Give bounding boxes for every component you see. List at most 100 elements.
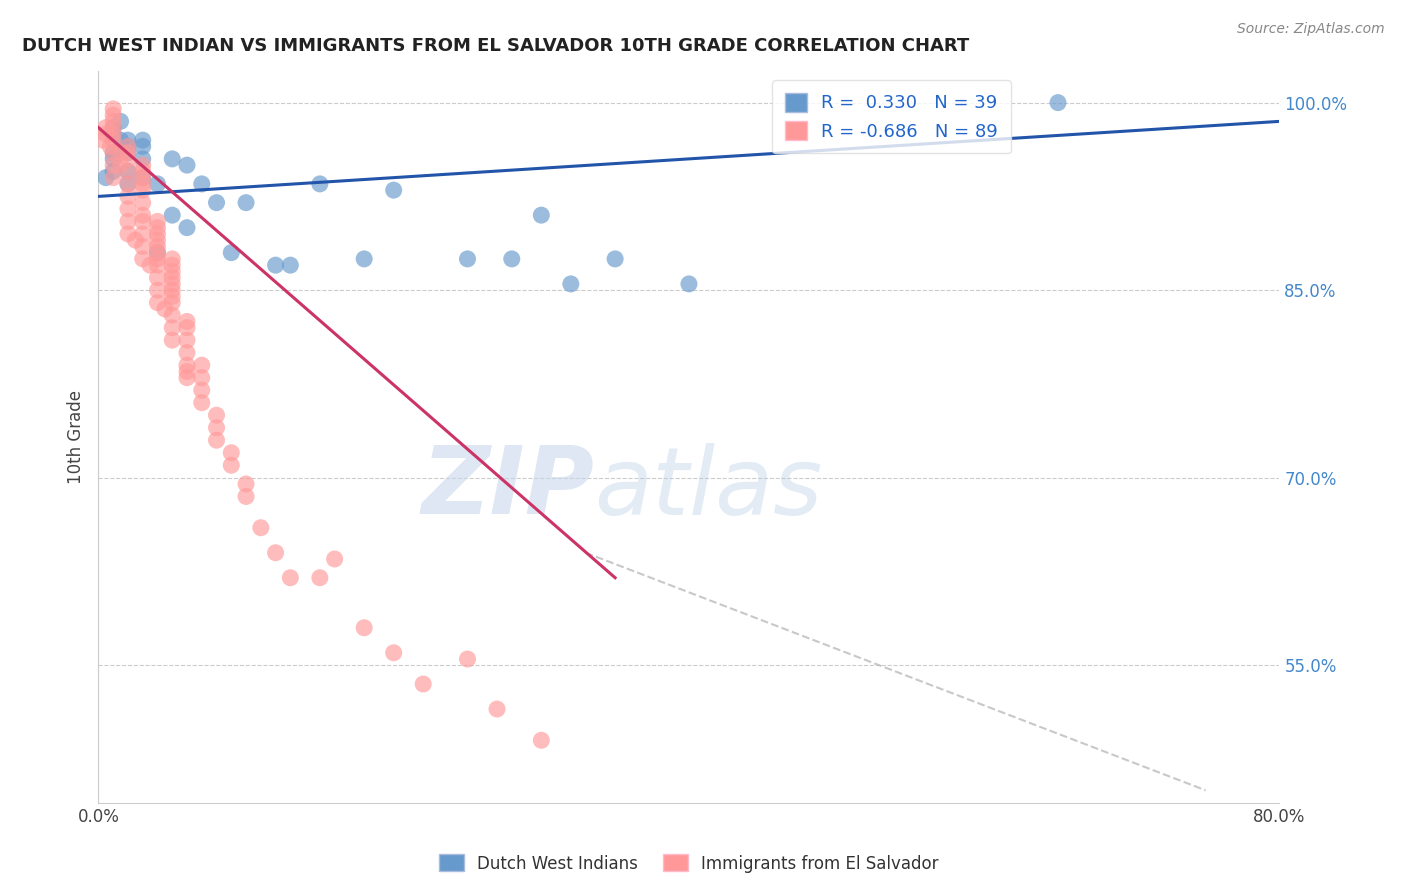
Point [132, 177, 155, 191]
Point [308, 571, 332, 585]
Point [162, 152, 183, 166]
Point [205, 434, 228, 448]
Point [117, 133, 139, 147]
Point [103, 127, 125, 141]
Point [176, 158, 198, 172]
Point [132, 158, 155, 172]
Point [103, 145, 125, 160]
Point [162, 264, 183, 278]
Point [103, 133, 125, 147]
Point [162, 283, 183, 297]
Point [382, 646, 405, 660]
Point [162, 295, 183, 310]
Point [132, 170, 155, 185]
Point [146, 245, 169, 260]
Text: DUTCH WEST INDIAN VS IMMIGRANTS FROM EL SALVADOR 10TH GRADE CORRELATION CHART: DUTCH WEST INDIAN VS IMMIGRANTS FROM EL … [21, 37, 969, 54]
Point [176, 345, 198, 359]
Point [205, 195, 228, 210]
Point [176, 370, 198, 384]
Point [146, 177, 169, 191]
Point [278, 571, 302, 585]
Point [117, 139, 139, 153]
Point [103, 114, 125, 128]
Point [219, 458, 242, 473]
Point [308, 177, 332, 191]
Point [162, 270, 183, 285]
Point [94, 127, 117, 141]
Point [117, 164, 139, 178]
Point [117, 145, 139, 160]
Point [1046, 95, 1069, 110]
Point [146, 245, 169, 260]
Point [530, 733, 553, 747]
Point [103, 120, 125, 135]
Point [530, 208, 553, 222]
Point [132, 214, 155, 228]
Point [103, 108, 125, 122]
Point [117, 202, 139, 216]
Point [382, 183, 405, 197]
Point [176, 314, 198, 328]
Point [132, 227, 155, 241]
Point [235, 195, 257, 210]
Point [91, 133, 114, 147]
Point [176, 333, 198, 347]
Point [117, 139, 139, 153]
Point [205, 420, 228, 434]
Legend: Dutch West Indians, Immigrants from El Salvador: Dutch West Indians, Immigrants from El S… [432, 847, 946, 880]
Point [560, 277, 582, 291]
Point [103, 152, 125, 166]
Point [456, 652, 478, 666]
Point [110, 133, 132, 147]
Point [103, 164, 125, 178]
Point [162, 308, 183, 322]
Point [124, 233, 146, 247]
Point [485, 702, 508, 716]
Point [132, 170, 155, 185]
Point [117, 152, 139, 166]
Point [162, 208, 183, 222]
Text: ZIP: ZIP [422, 442, 595, 534]
Point [146, 214, 169, 228]
Point [117, 177, 139, 191]
Point [103, 102, 125, 116]
Point [117, 189, 139, 203]
Point [110, 145, 132, 160]
Point [191, 370, 214, 384]
Point [235, 490, 257, 504]
Point [146, 258, 169, 272]
Point [162, 258, 183, 272]
Point [176, 320, 198, 334]
Point [94, 120, 117, 135]
Point [264, 258, 287, 272]
Point [98, 139, 121, 153]
Point [132, 152, 155, 166]
Point [146, 252, 169, 266]
Point [103, 145, 125, 160]
Point [132, 133, 155, 147]
Point [146, 233, 169, 247]
Point [153, 301, 176, 316]
Point [103, 120, 125, 135]
Point [353, 252, 375, 266]
Point [132, 183, 155, 197]
Point [146, 239, 169, 253]
Point [219, 446, 242, 460]
Point [191, 383, 214, 397]
Point [219, 245, 242, 260]
Point [162, 252, 183, 266]
Point [191, 395, 214, 409]
Point [103, 170, 125, 185]
Point [132, 208, 155, 222]
Point [278, 258, 302, 272]
Point [117, 227, 139, 241]
Point [456, 252, 478, 266]
Text: atlas: atlas [595, 442, 823, 533]
Point [132, 239, 155, 253]
Point [146, 270, 169, 285]
Point [103, 158, 125, 172]
Point [323, 552, 346, 566]
Point [110, 114, 132, 128]
Point [132, 195, 155, 210]
Point [353, 621, 375, 635]
